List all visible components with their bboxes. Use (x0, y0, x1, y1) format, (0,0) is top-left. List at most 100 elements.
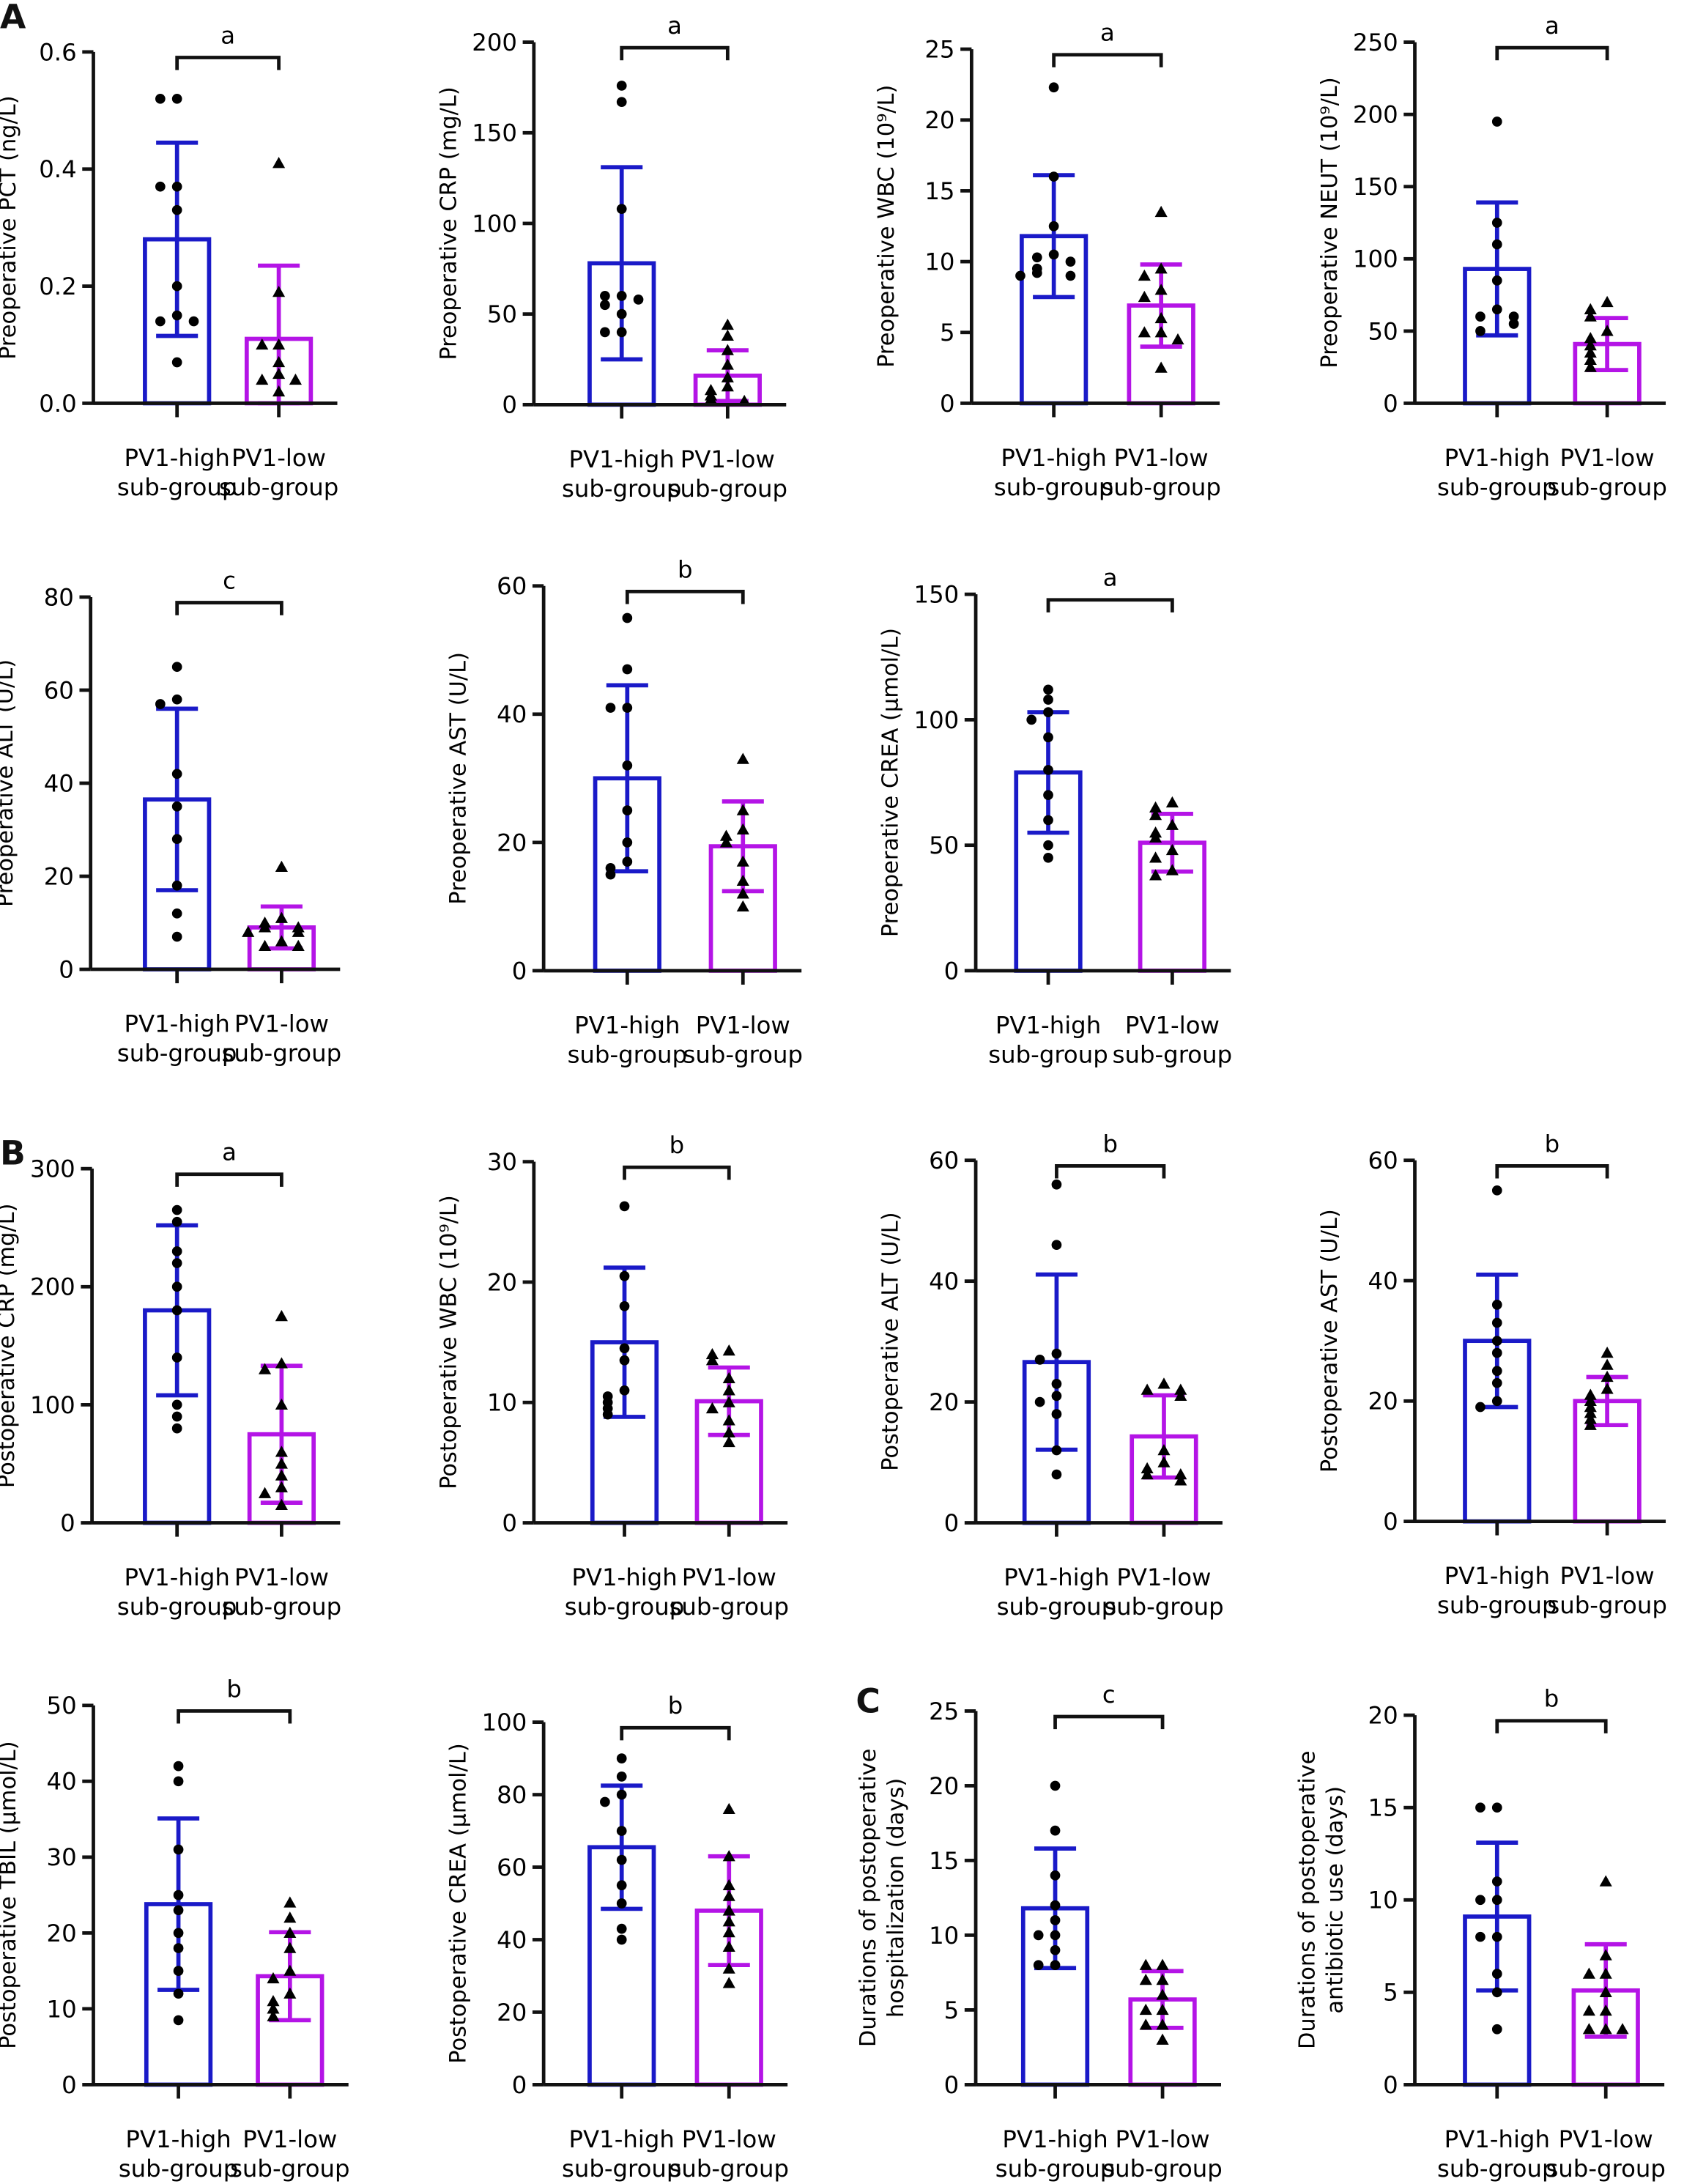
data-point (272, 157, 286, 169)
data-point (267, 1972, 280, 1984)
data-point (1138, 326, 1151, 338)
data-point (616, 1789, 627, 1800)
y-axis-label: Postoperative WBC (10⁹/L) (436, 1195, 461, 1489)
y-tick-label: 0 (502, 391, 517, 419)
data-point (616, 1826, 627, 1836)
data-point (722, 1904, 735, 1916)
data-point (1601, 1358, 1614, 1370)
y-tick-label: 0 (1383, 1508, 1398, 1536)
data-point (1043, 765, 1053, 775)
x-tick-label: PV1-high (1002, 2125, 1108, 2153)
significance-bracket (1046, 598, 1174, 612)
data-point (1491, 1366, 1502, 1377)
data-point (1491, 1895, 1502, 1906)
y-axis-label: Durations of postoperative (1294, 1751, 1320, 2049)
y-axis-label: Preoperative CREA (μmol/L) (878, 628, 904, 937)
y-tick-label: 10 (487, 1389, 517, 1417)
y-tick-label: 200 (1353, 101, 1398, 129)
data-point (292, 925, 305, 937)
x-tick-label: sub-group (1101, 473, 1221, 501)
data-point (1048, 221, 1059, 232)
data-point (1165, 864, 1179, 876)
data-point (1154, 326, 1168, 338)
data-point (171, 1216, 182, 1227)
data-point (1139, 2018, 1152, 2030)
data-point (1491, 1876, 1502, 1887)
y-tick-label: 10 (924, 248, 954, 276)
x-tick-label: sub-group (117, 1040, 237, 1067)
data-point (721, 380, 734, 392)
data-point (722, 1977, 735, 1988)
y-tick-label: 0 (62, 2071, 77, 2099)
data-point (616, 1934, 627, 1945)
data-point (1051, 1348, 1062, 1359)
data-point (602, 1409, 613, 1420)
y-tick-label: 100 (482, 1709, 527, 1736)
data-point (704, 393, 718, 404)
data-point (721, 344, 734, 355)
chart-3: 0 50 100 150 200 250 Preoperative NEUT (10⁹/L)… (1317, 12, 1667, 501)
data-point (1043, 790, 1053, 801)
data-point (1165, 818, 1179, 830)
data-point (1154, 361, 1168, 373)
y-axis-label: Postoperative TBIL (μmol/L) (0, 1741, 21, 2048)
significance-label: b (1544, 1685, 1559, 1713)
data-point (1582, 2023, 1595, 2035)
y-tick-label: 50 (47, 1692, 77, 1720)
y-axis-label: Preoperative PCT (ng/L) (0, 95, 21, 359)
data-point (1051, 1391, 1062, 1402)
data-point (1051, 1179, 1062, 1190)
data-point (1599, 2023, 1612, 2035)
significance-bracket (1055, 1163, 1166, 1179)
data-point (171, 281, 182, 292)
data-point (616, 327, 627, 338)
x-tick-label: sub-group (1437, 473, 1557, 501)
data-point (1156, 2018, 1169, 2030)
data-point (1491, 1317, 1502, 1328)
data-point (736, 752, 749, 764)
significance-bracket (623, 1165, 731, 1180)
y-tick-label: 150 (472, 119, 517, 147)
data-point (171, 880, 182, 891)
y-tick-label: 5 (944, 1996, 960, 2024)
data-point (722, 1926, 735, 1938)
x-tick-label: PV1-high (124, 444, 229, 472)
x-tick-label: sub-group (117, 1593, 237, 1621)
y-tick-label: 15 (924, 177, 954, 205)
data-point (619, 1355, 630, 1366)
chart-9: 0 20 40 60 Postoperative ALT (U/L) PV1-highsu… (878, 1130, 1224, 1621)
data-point (1508, 319, 1519, 329)
significance-bracket (1495, 1163, 1609, 1179)
data-point (722, 1384, 735, 1396)
data-point (1174, 1474, 1187, 1486)
x-tick-label: PV1-high (1001, 444, 1106, 472)
data-point (722, 1940, 735, 1952)
data-point (1139, 1974, 1152, 1985)
y-tick-label: 200 (30, 1273, 75, 1301)
data-point (171, 93, 182, 104)
x-tick-label: PV1-high (569, 2125, 675, 2153)
y-tick-label: 200 (472, 29, 517, 56)
y-axis-label: Preoperative ALT (U/L) (0, 659, 18, 907)
data-point (722, 1372, 735, 1384)
data-point (1154, 311, 1168, 324)
data-point (736, 874, 749, 886)
data-point (283, 1896, 297, 1908)
y-tick-label: 100 (914, 706, 960, 734)
data-point (1491, 1969, 1502, 1979)
y-tick-label: 0 (944, 957, 960, 985)
data-point (1051, 1409, 1062, 1419)
y-axis-label: antibiotic use (days) (1323, 1786, 1349, 2014)
data-point (155, 699, 166, 709)
data-point (1584, 332, 1597, 344)
data-point (171, 1204, 182, 1215)
significance-bracket (1052, 53, 1163, 67)
y-axis-label: Postoperative AST (U/L) (1317, 1209, 1343, 1473)
y-axis-label: Preoperative AST (U/L) (446, 652, 472, 905)
data-point (622, 664, 633, 675)
data-point (1584, 1413, 1597, 1424)
data-point (171, 1399, 182, 1410)
x-tick-label: PV1-low (682, 1563, 776, 1591)
significance-label: a (220, 21, 235, 49)
data-point (283, 1987, 297, 1999)
